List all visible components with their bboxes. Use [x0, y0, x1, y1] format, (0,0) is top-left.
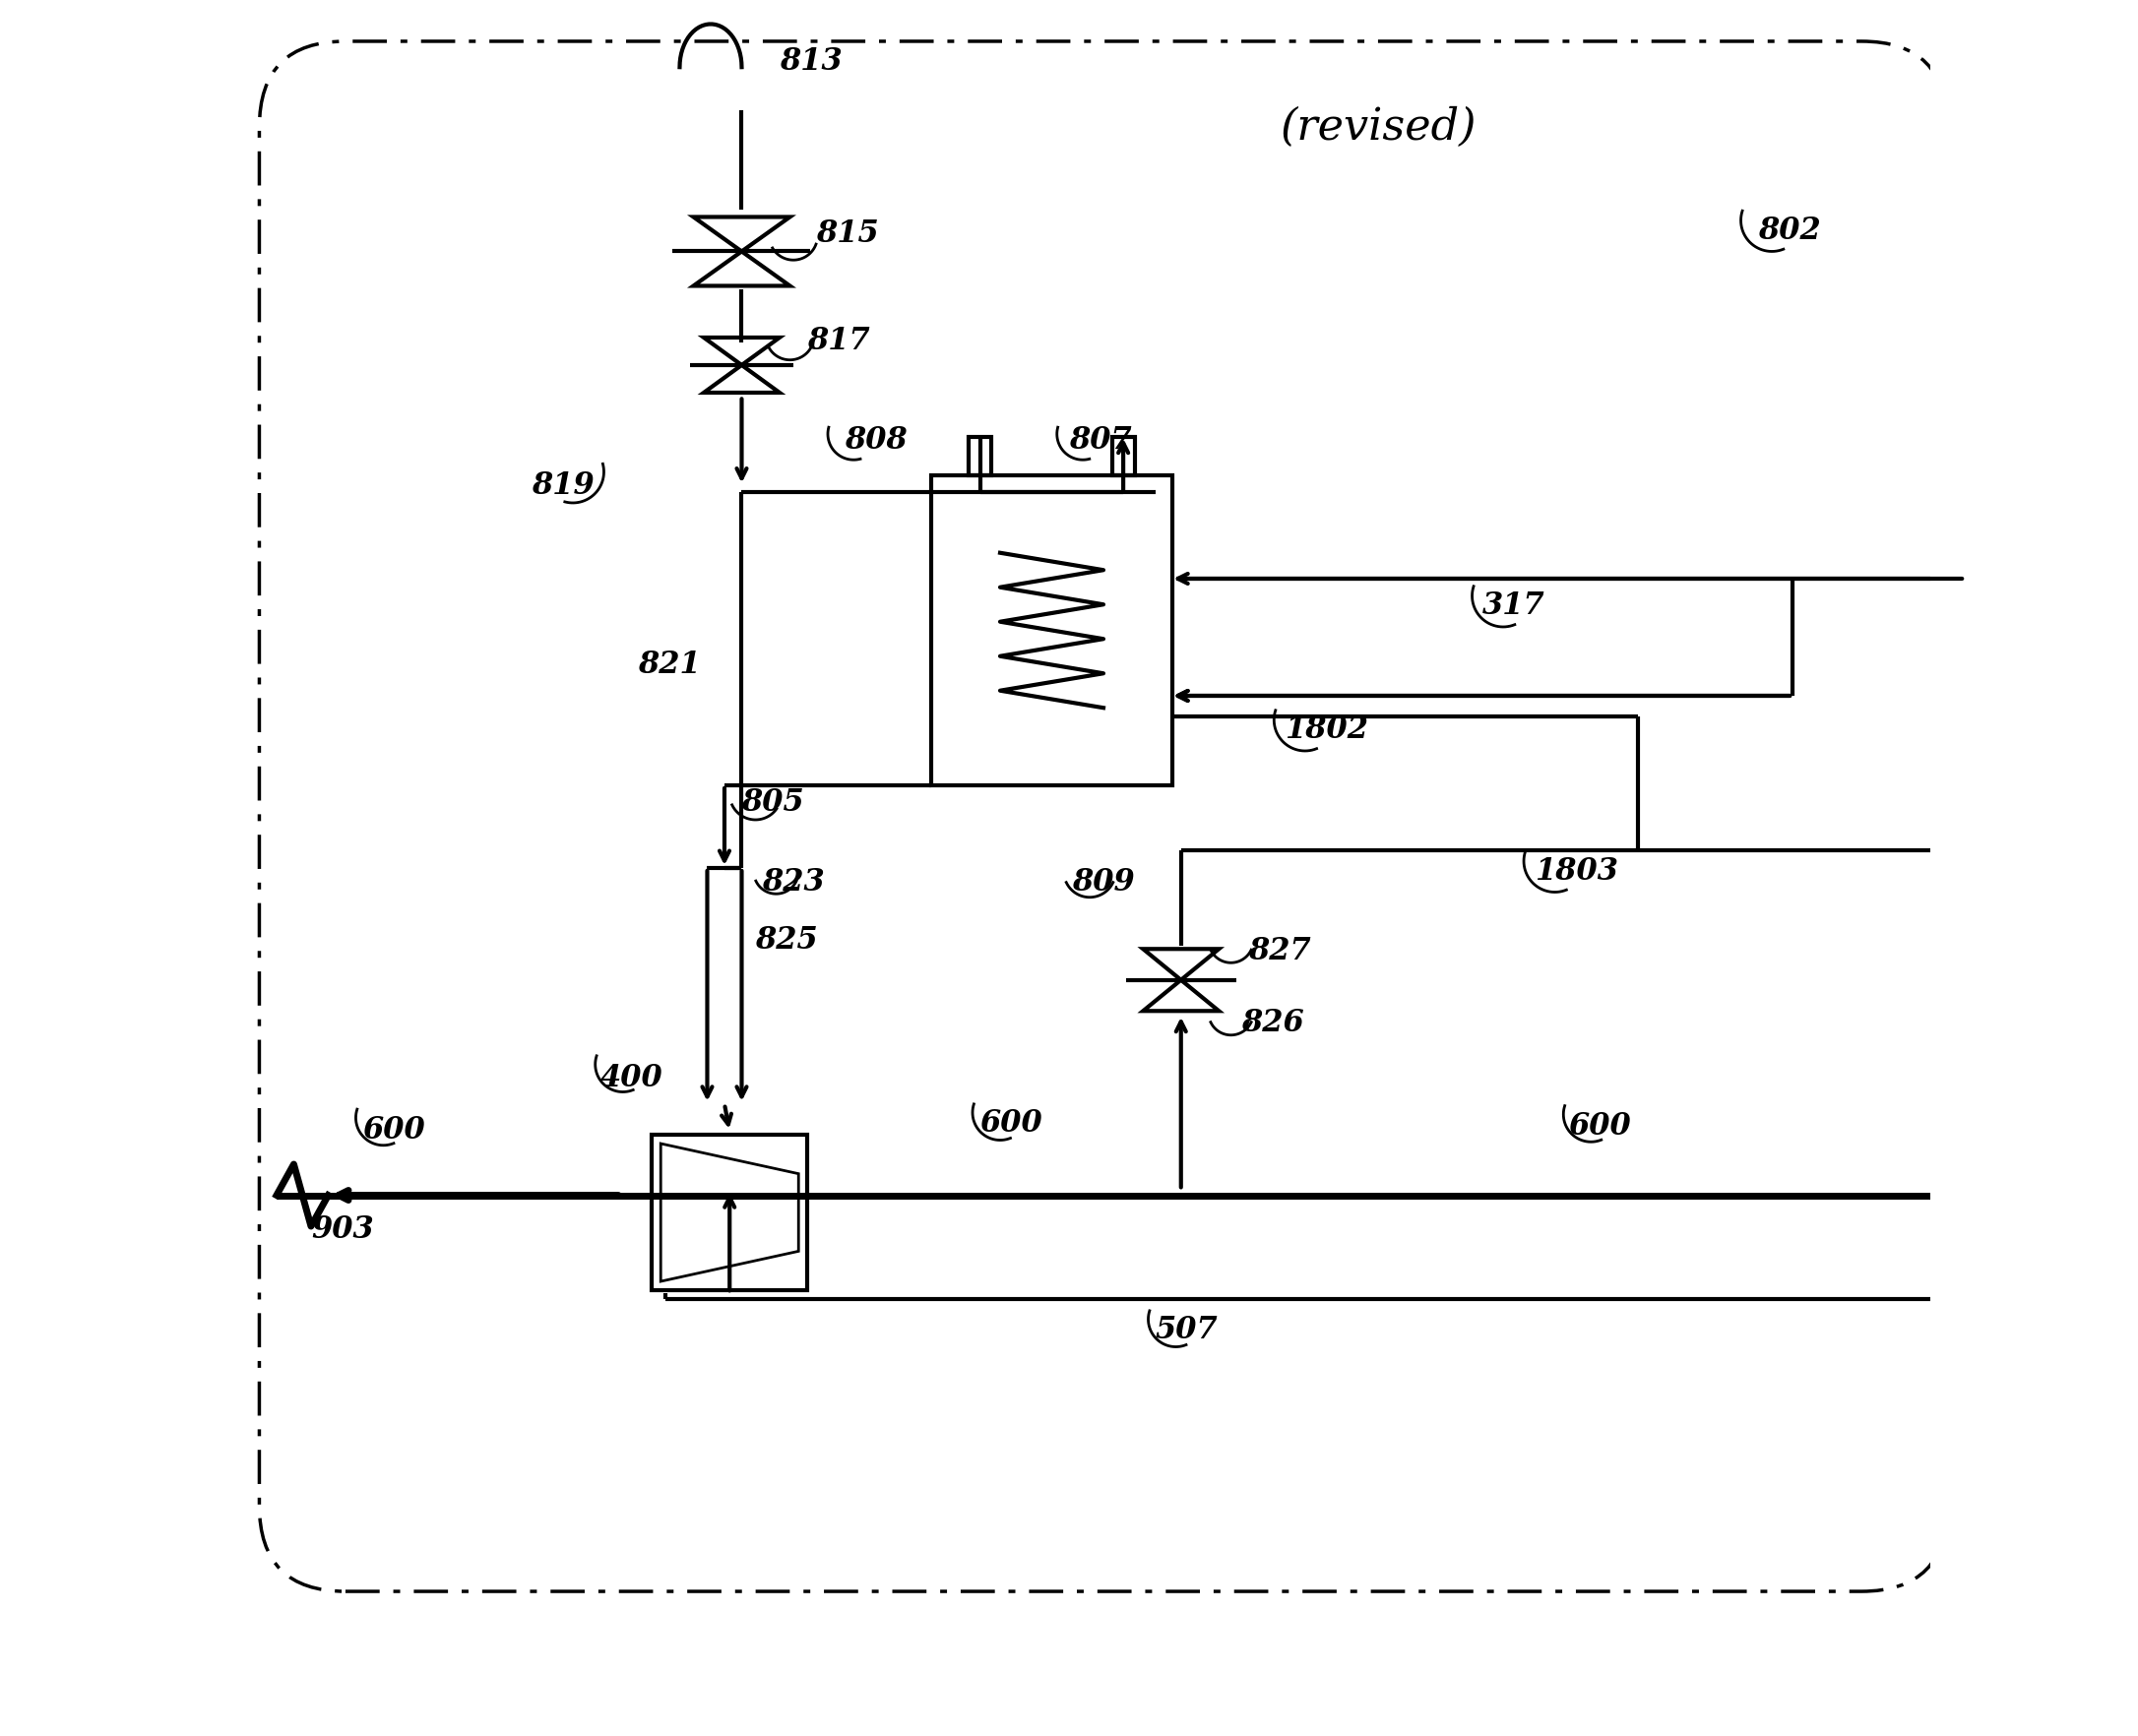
Text: 400: 400: [601, 1062, 663, 1094]
Text: 819: 819: [532, 470, 594, 502]
Text: 815: 815: [817, 219, 879, 250]
Text: 809: 809: [1073, 866, 1135, 898]
Text: 826: 826: [1242, 1009, 1304, 1038]
Text: 903: 903: [310, 1215, 374, 1245]
Text: 802: 802: [1757, 215, 1822, 247]
Text: 825: 825: [755, 925, 819, 955]
Text: (revised): (revised): [1281, 106, 1477, 149]
Polygon shape: [703, 365, 780, 392]
Text: 600: 600: [1569, 1111, 1631, 1142]
Polygon shape: [1144, 950, 1219, 979]
Polygon shape: [693, 217, 789, 252]
Text: 1802: 1802: [1285, 715, 1368, 745]
Text: 817: 817: [808, 326, 870, 356]
Polygon shape: [703, 337, 780, 365]
Text: 600: 600: [363, 1115, 425, 1146]
Polygon shape: [1144, 979, 1219, 1010]
Text: 317: 317: [1482, 590, 1546, 621]
Text: 821: 821: [639, 649, 701, 681]
Text: 1803: 1803: [1535, 856, 1618, 887]
Text: 807: 807: [1069, 425, 1131, 457]
Polygon shape: [652, 1135, 808, 1290]
Text: 813: 813: [780, 47, 842, 76]
Polygon shape: [693, 252, 789, 286]
Text: 600: 600: [979, 1108, 1041, 1139]
Text: 507: 507: [1155, 1314, 1219, 1345]
Text: 827: 827: [1249, 936, 1311, 965]
Text: 808: 808: [845, 425, 909, 457]
Text: 805: 805: [742, 788, 804, 818]
Text: 823: 823: [763, 866, 825, 898]
